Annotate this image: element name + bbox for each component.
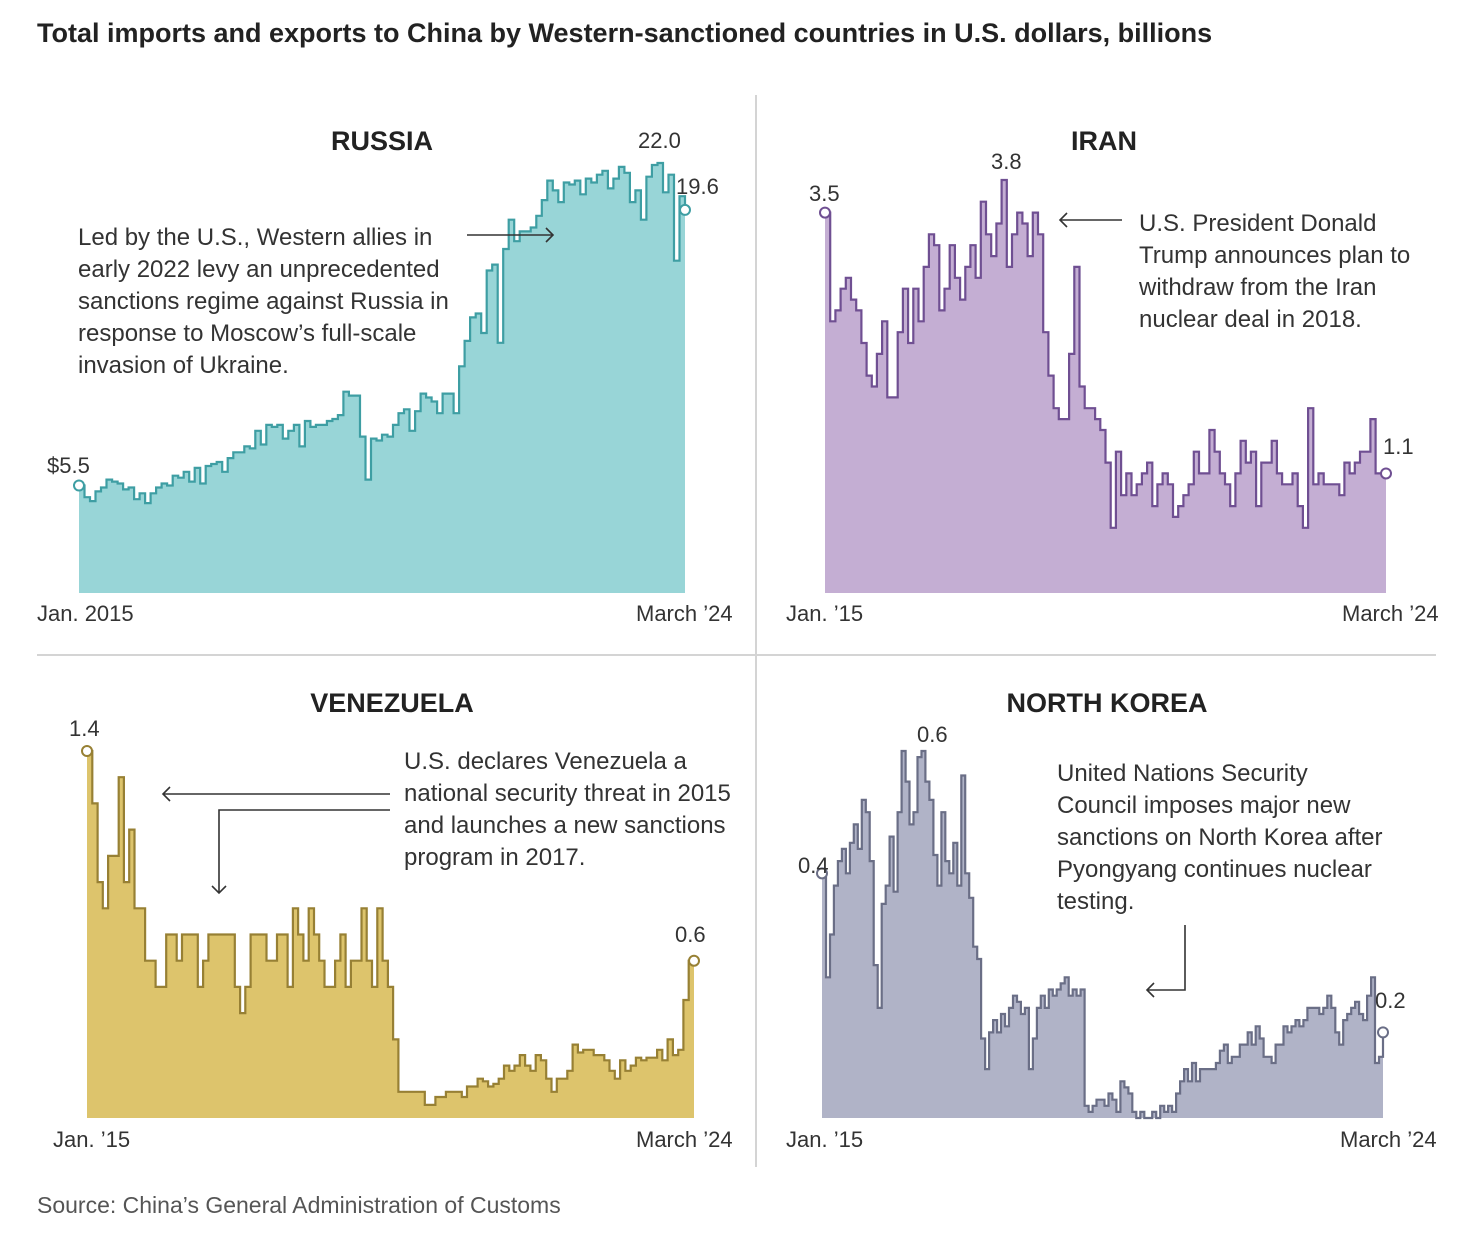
venezuela-arrow-2015-head bbox=[161, 786, 171, 802]
iran-series-line bbox=[825, 178, 1386, 529]
horizontal-divider bbox=[37, 654, 1436, 656]
venezuela-area bbox=[87, 751, 694, 1118]
russia-end-value: 19.6 bbox=[676, 174, 719, 199]
source-note: Source: China’s General Administration o… bbox=[37, 1192, 561, 1218]
venezuela-start-value: 1.4 bbox=[69, 716, 100, 741]
iran-arrow-head bbox=[1058, 212, 1068, 228]
venezuela-x-start: Jan. ’15 bbox=[53, 1127, 131, 1152]
russia-title: RUSSIA bbox=[330, 126, 433, 156]
iran-annotation: U.S. President Donald Trump announces pl… bbox=[1139, 210, 1411, 333]
iran-end-marker bbox=[1380, 467, 1392, 480]
russia-x-end: March ’24 bbox=[636, 601, 733, 626]
venezuela-end-marker bbox=[688, 954, 700, 967]
iran-peak-value: 3.8 bbox=[991, 149, 1022, 174]
venezuela-title: VENEZUELA bbox=[310, 688, 474, 718]
north-korea-x-start: Jan. ’15 bbox=[786, 1127, 864, 1152]
russia-start-value: $5.5 bbox=[47, 453, 90, 478]
venezuela-start-marker bbox=[81, 745, 93, 757]
north-korea-peak-value: 0.6 bbox=[917, 722, 948, 747]
iran-start-marker bbox=[819, 206, 831, 219]
venezuela-arrow-2017-head bbox=[211, 885, 227, 895]
iran-x-start: Jan. ’15 bbox=[786, 601, 864, 626]
north-korea-x-end: March ’24 bbox=[1340, 1127, 1437, 1152]
russia-end-marker bbox=[679, 203, 691, 216]
russia-annotation: Led by the U.S., Western allies in early… bbox=[78, 224, 449, 379]
venezuela-x-end: March ’24 bbox=[636, 1127, 733, 1152]
north-korea-arrow-head bbox=[1145, 982, 1155, 998]
russia-x-start: Jan. 2015 bbox=[37, 601, 134, 626]
iran-x-end: March ’24 bbox=[1342, 601, 1439, 626]
iran-end-value: 1.1 bbox=[1383, 434, 1414, 459]
russia-area bbox=[79, 163, 685, 593]
north_korea-start-marker bbox=[816, 867, 828, 880]
iran-start-value: 3.5 bbox=[809, 181, 840, 206]
chart-title: Total imports and exports to China by We… bbox=[37, 18, 1213, 48]
iran-title: IRAN bbox=[1071, 126, 1137, 156]
russia-arrow-head bbox=[545, 227, 555, 243]
russia-start-marker bbox=[73, 479, 85, 492]
north_korea-series-line bbox=[822, 749, 1385, 1120]
north-korea-title: NORTH KOREA bbox=[1006, 688, 1208, 718]
iran-area bbox=[825, 180, 1386, 593]
russia-peak-value: 22.0 bbox=[638, 128, 681, 153]
venezuela-end-value: 0.6 bbox=[675, 922, 706, 947]
russia-series-line bbox=[79, 161, 687, 505]
venezuela-arrow-2017-line bbox=[218, 809, 390, 893]
north_korea-end-marker bbox=[1377, 1026, 1389, 1039]
vertical-divider bbox=[755, 95, 757, 1167]
north-korea-start-value: 0.4 bbox=[798, 853, 829, 878]
venezuela-annotation: U.S. declares Venezuela a national secur… bbox=[404, 748, 731, 871]
north-korea-annotation: United Nations Security Council imposes … bbox=[1057, 760, 1383, 915]
north-korea-arrow-line bbox=[1147, 925, 1186, 991]
venezuela-series-line bbox=[87, 749, 694, 1106]
north-korea-end-value: 0.2 bbox=[1375, 988, 1406, 1013]
